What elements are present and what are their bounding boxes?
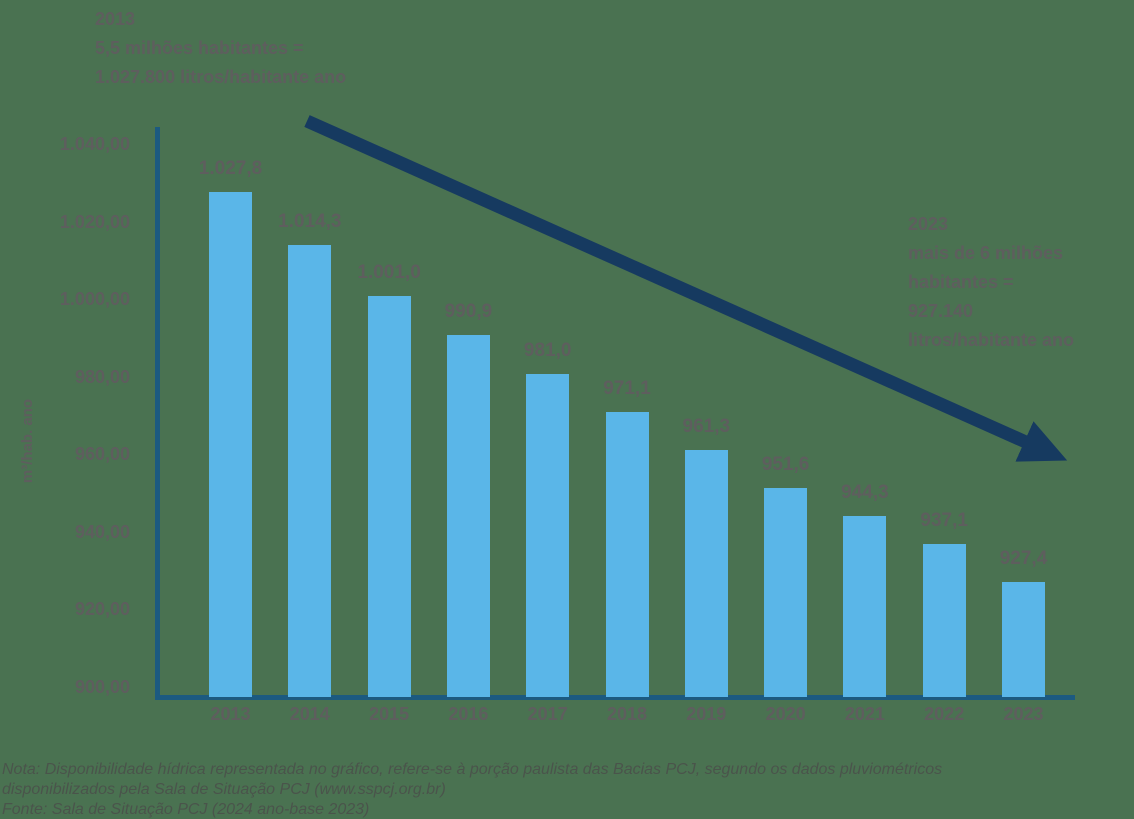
x-tick-label: 2023 — [1003, 704, 1044, 724]
x-tick-label: 2019 — [686, 704, 727, 724]
y-tick-label: 920,00 — [74, 599, 130, 620]
chart-bar — [446, 335, 490, 697]
annotation-2013-population: 5,5 milhões habitantes = — [95, 38, 304, 58]
y-tick-label: 900,00 — [74, 677, 130, 697]
annotation-2023-year: 2023 — [908, 214, 949, 234]
chart-bar — [684, 450, 728, 697]
bar-value-label: 944,3 — [841, 482, 889, 504]
annotation-2023-population-1: mais de 6 milhões — [908, 243, 1064, 263]
annotation-2023-value: 927.140 — [908, 301, 974, 321]
x-tick-label: 2015 — [369, 704, 410, 724]
annotation-2013: 2013 5,5 milhões habitantes = 1.027.800 … — [95, 5, 346, 92]
x-tick-label: 2018 — [606, 704, 648, 724]
bar-value-label: 1.027,8 — [198, 158, 263, 180]
x-tick-label: 2016 — [448, 704, 489, 724]
x-tick-label: 2021 — [844, 704, 885, 724]
y-tick-label: 980,00 — [74, 366, 130, 387]
bar-value-label: 1.014,3 — [278, 210, 342, 232]
bar-value-label: 981,0 — [523, 339, 572, 361]
chart-bar — [1002, 581, 1045, 697]
x-tick-label: 2013 — [210, 704, 251, 724]
chart-bar — [922, 544, 966, 697]
y-tick-label: 940,00 — [74, 521, 130, 542]
bar-value-label: 1.001,0 — [357, 262, 421, 284]
chart-bar — [367, 296, 411, 697]
annotation-2013-year: 2013 — [95, 9, 136, 29]
bar-value-label: 951,6 — [761, 453, 810, 475]
chart-bar — [764, 487, 808, 697]
footnote-note-line2: disponibilizados pela Sala de Situação P… — [2, 781, 446, 798]
bar-value-label: 937,1 — [920, 510, 968, 532]
x-tick-label: 2020 — [765, 704, 806, 724]
annotation-2023-population-2: habitantes = — [908, 272, 1014, 292]
y-tick-label: 1.040,00 — [59, 134, 130, 154]
y-tick-label: 1.020,00 — [59, 211, 130, 232]
bar-value-label: 961,3 — [682, 416, 731, 438]
bar-value-label: 927,4 — [999, 547, 1048, 569]
x-tick-label: 2014 — [289, 704, 330, 724]
chart-bar — [288, 244, 332, 697]
footnote-note-line1: Nota: Disponibilidade hídrica representa… — [2, 761, 943, 778]
footnote: Nota: Disponibilidade hídrica representa… — [2, 760, 1134, 819]
bar-value-label: 990,9 — [444, 301, 493, 323]
x-tick-label: 2022 — [924, 704, 965, 724]
x-tick-label: 2017 — [527, 704, 568, 724]
chart-bar — [843, 516, 887, 697]
chart-bar — [526, 373, 570, 697]
annotation-2023-unit: litros/habitante ano — [908, 330, 1075, 350]
footnote-source: Fonte: Sala de Situação PCJ (2024 ano-ba… — [2, 801, 370, 818]
y-tick-label: 960,00 — [74, 444, 130, 465]
chart-bar — [209, 192, 252, 697]
y-axis-line — [155, 127, 160, 700]
annotation-2023: 2023 mais de 6 milhões habitantes = 927.… — [908, 210, 1074, 355]
y-tick-label: 1.000,00 — [59, 289, 130, 310]
bar-value-label: 971,1 — [603, 378, 651, 400]
annotation-2013-availability: 1.027.800 litros/habitante ano — [95, 67, 347, 87]
x-axis-line — [155, 695, 1075, 700]
chart-bar — [605, 412, 649, 697]
